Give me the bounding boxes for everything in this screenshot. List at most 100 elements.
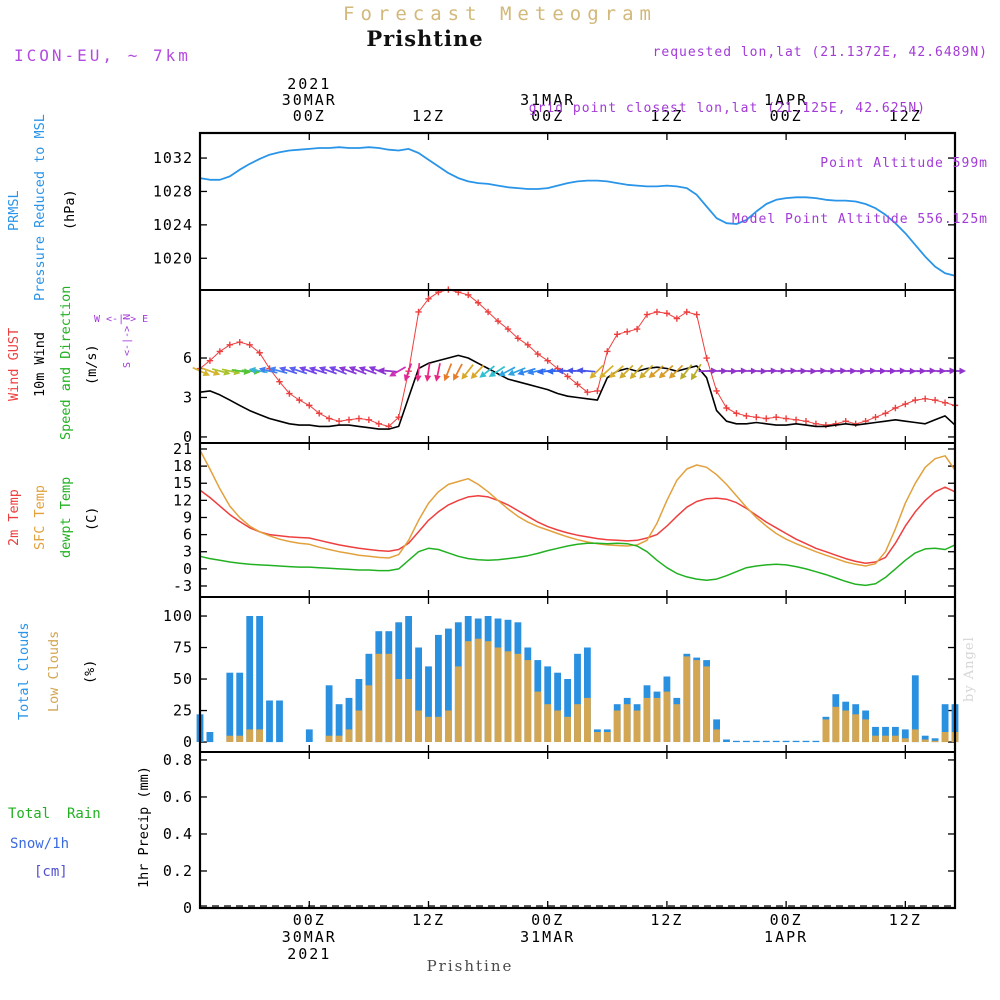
wind-gust-label: Wind GUST — [6, 327, 22, 401]
svg-text:00Z: 00Z — [293, 107, 326, 125]
wind-direction-arrow — [434, 362, 441, 382]
model-point-altitude: Model Point Altitude 556.125m — [732, 211, 988, 227]
svg-text:3: 3 — [183, 388, 193, 406]
temp-2m-label: 2m Temp — [6, 489, 22, 546]
wind-direction-arrow — [517, 367, 536, 376]
svg-text:1028: 1028 — [153, 182, 193, 200]
wind-unit-label: (m/s) — [84, 344, 100, 385]
temp-sfc-label: SFC Temp — [32, 484, 48, 550]
svg-text:12Z: 12Z — [650, 911, 683, 929]
wind-direction-arrow — [658, 365, 674, 379]
pressure-label-prmsl: PRMSL — [6, 190, 22, 231]
pressure-unit-label: (hPa) — [62, 189, 78, 230]
point-altitude: Point Altitude 599m — [820, 156, 988, 171]
watermark: by Angel — [962, 636, 977, 702]
wind-direction-arrow — [338, 366, 357, 375]
clouds-low-label: Low Clouds — [46, 630, 62, 712]
clouds-panel — [196, 597, 959, 752]
svg-text:30MAR: 30MAR — [282, 928, 337, 946]
station-title: Prishtine — [366, 26, 484, 51]
temp-panel — [199, 443, 956, 597]
page-title: Forecast Meteogram — [343, 3, 657, 25]
svg-text:30MAR: 30MAR — [282, 91, 337, 109]
svg-text:0.6: 0.6 — [163, 788, 193, 806]
footer-station-name: Prishtine — [426, 957, 514, 975]
precip-unit-label: 1hr Precip (mm) — [136, 766, 152, 888]
wind-direction-arrow — [680, 364, 693, 380]
svg-text:0: 0 — [183, 733, 193, 751]
wind-direction-arrow — [479, 365, 495, 378]
precip-panel — [200, 752, 955, 909]
wind-direction-arrow — [498, 366, 516, 377]
svg-text:100: 100 — [163, 607, 193, 625]
wind-compass-sn: S <-|-> N — [122, 313, 133, 368]
svg-text:1APR: 1APR — [764, 928, 808, 946]
wind-direction-arrow — [377, 367, 397, 374]
grid-point-coords: grid point closest lon,lat (21.125E, 42.… — [528, 100, 926, 116]
svg-text:31MAR: 31MAR — [520, 928, 575, 946]
wind-direction-arrow — [192, 366, 210, 376]
svg-text:31MAR: 31MAR — [520, 91, 575, 109]
svg-text:0.2: 0.2 — [163, 862, 193, 880]
wind-direction-arrow — [278, 366, 298, 375]
svg-text:00Z: 00Z — [770, 911, 803, 929]
clouds-total-label: Total Clouds — [16, 622, 32, 720]
requested-coords: requested lon,lat (21.1372E, 42.6489N) — [652, 45, 988, 60]
wind-direction-arrow — [328, 366, 347, 375]
svg-text:1020: 1020 — [153, 249, 193, 267]
wind-direction-arrow — [507, 367, 526, 376]
wind-direction-arrow — [443, 363, 453, 382]
wind-direction-arrow — [599, 365, 614, 379]
svg-text:1032: 1032 — [153, 149, 193, 167]
wind-direction-arrow — [298, 366, 318, 375]
wind-compass-we: W <-|-> E — [94, 314, 149, 325]
svg-text:18: 18 — [173, 457, 193, 475]
grid-info-block: requested lon,lat (21.1372E, 42.6489N) g… — [529, 7, 988, 266]
wind-direction-arrow — [389, 366, 407, 377]
model-label: ICON-EU, ~ 7km — [14, 46, 191, 65]
svg-text:12Z: 12Z — [412, 107, 445, 125]
wind-direction-arrow — [308, 366, 328, 375]
wind-direction-arrow — [258, 366, 278, 374]
svg-text:9: 9 — [183, 508, 193, 526]
snow-1h-label: Snow/1h — [10, 836, 70, 852]
wind-direction-arrow — [288, 366, 308, 375]
wind-direction-arrow — [648, 365, 664, 379]
wind-direction-arrow — [608, 365, 624, 379]
wind-direction-arrow — [488, 365, 506, 377]
wind-direction-arrow — [424, 362, 432, 382]
wind-direction-arrow — [202, 367, 221, 376]
svg-text:0: 0 — [183, 560, 193, 578]
svg-text:00Z: 00Z — [293, 911, 326, 929]
wind-direction-arrow — [248, 366, 268, 374]
svg-text:2021: 2021 — [287, 75, 331, 93]
snow-unit-label: [cm] — [34, 864, 68, 880]
svg-text:00Z: 00Z — [770, 107, 803, 125]
wind-direction-arrow — [403, 363, 413, 382]
svg-text:12Z: 12Z — [889, 107, 922, 125]
wind-direction-arrow — [690, 363, 702, 381]
svg-text:12Z: 12Z — [889, 911, 922, 929]
clouds-unit-label: (%) — [82, 659, 98, 684]
temp-unit-label: (C) — [84, 506, 100, 531]
wind-10m-label: 10m Wind — [32, 331, 48, 397]
wind-direction-arrow — [470, 364, 485, 380]
svg-text:15: 15 — [173, 474, 193, 492]
wind-direction-arrow — [318, 366, 337, 375]
wind-direction-arrow — [589, 364, 604, 379]
svg-text:75: 75 — [173, 639, 193, 657]
pressure-panel — [199, 133, 956, 290]
svg-text:6: 6 — [183, 526, 193, 544]
svg-text:00Z: 00Z — [531, 107, 564, 125]
wind-speed-dir-label: Speed and Direction — [58, 285, 74, 440]
plot-frame — [198, 131, 957, 910]
svg-text:12Z: 12Z — [650, 107, 683, 125]
wind-direction-arrow — [453, 363, 463, 381]
svg-text:50: 50 — [173, 670, 193, 688]
wind-direction-arrow — [947, 367, 966, 375]
svg-text:12: 12 — [173, 491, 193, 509]
wind-panel — [192, 286, 966, 443]
wind-direction-arrow — [619, 364, 634, 379]
